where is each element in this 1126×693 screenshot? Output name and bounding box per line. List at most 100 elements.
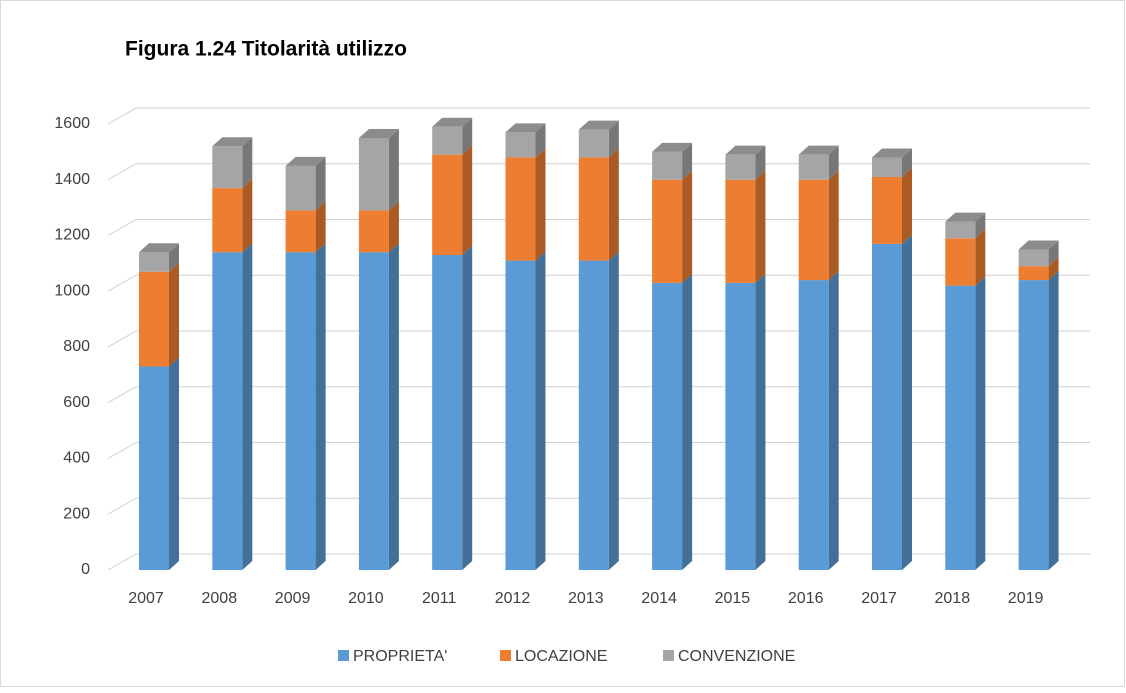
bar (285, 165, 316, 211)
bar (578, 260, 609, 570)
bar (505, 157, 536, 261)
grid-line (107, 386, 1090, 404)
bar-side (388, 128, 399, 211)
bar (212, 252, 243, 570)
grid-line (107, 274, 1090, 292)
bar (432, 154, 463, 256)
bar (505, 132, 536, 158)
bar-side (608, 251, 619, 570)
bar-side (755, 273, 766, 570)
x-tick-label: 2015 (715, 590, 751, 607)
grid-line (107, 553, 1090, 571)
legend-swatch (500, 650, 511, 661)
bar (725, 282, 756, 570)
bar (725, 154, 756, 180)
bar-side (242, 179, 253, 253)
bar-side (902, 234, 912, 571)
bar (578, 157, 609, 261)
bar-top (578, 120, 619, 130)
bar (945, 285, 976, 570)
bar (945, 221, 976, 239)
bar-side (315, 156, 326, 211)
bar (432, 255, 463, 570)
bar-top (358, 128, 399, 138)
bar (285, 252, 316, 570)
bar-side (1048, 240, 1059, 267)
y-tick-label: 600 (63, 394, 90, 411)
bar-top (798, 145, 839, 155)
bar (139, 252, 169, 272)
bar-side (755, 145, 766, 180)
bar-side (242, 243, 253, 570)
chart-title: Figura 1.24 Titolarità utilizzo (125, 38, 407, 61)
legend-label: CONVENZIONE (678, 648, 795, 665)
bar-top (945, 212, 986, 222)
bar (945, 238, 976, 286)
bar-side (975, 276, 986, 570)
y-tick-label: 1000 (54, 282, 90, 299)
x-tick-label: 2016 (788, 590, 824, 607)
bar (798, 280, 829, 570)
bar (872, 176, 902, 244)
bar-side (462, 145, 473, 256)
x-tick-label: 2014 (641, 590, 677, 607)
bar (358, 210, 389, 253)
grid-line (107, 163, 1090, 181)
bar-side (755, 170, 766, 283)
bar (212, 188, 243, 253)
bar-side (608, 120, 619, 158)
bar-top (212, 137, 253, 147)
bar-side (315, 201, 326, 253)
x-tick-label: 2007 (128, 590, 164, 607)
bar-top (139, 243, 179, 253)
bar-side (388, 201, 399, 253)
y-tick-label: 800 (63, 338, 90, 355)
x-tick-label: 2008 (202, 590, 238, 607)
bar-top (725, 145, 766, 155)
y-tick-label: 0 (81, 561, 90, 578)
bar-side (682, 170, 693, 283)
bar (872, 157, 902, 177)
y-tick-label: 1200 (54, 227, 90, 244)
bar-top (1018, 240, 1059, 250)
bar-side (828, 145, 839, 180)
x-tick-label: 2018 (935, 590, 971, 607)
bar (432, 126, 463, 155)
bar (798, 154, 829, 180)
bar-side (462, 246, 473, 570)
legend-label: PROPRIETA' (353, 648, 447, 665)
bar (1018, 280, 1049, 570)
bar (872, 243, 902, 571)
legend-label: LOCAZIONE (515, 648, 607, 665)
bar (578, 129, 609, 158)
grid-line (107, 442, 1090, 459)
bar-top (432, 117, 473, 127)
bar-side (388, 243, 399, 570)
bar (652, 151, 683, 180)
bar (212, 146, 243, 189)
bar (1018, 266, 1049, 281)
bar-side (975, 229, 986, 286)
bar-top (285, 156, 326, 166)
bar (139, 271, 169, 367)
bar (725, 179, 756, 283)
bar (285, 210, 316, 253)
bar-side (315, 243, 326, 570)
y-tick-label: 1600 (54, 115, 90, 132)
bar-side (535, 251, 546, 570)
bar (505, 260, 536, 570)
x-tick-label: 2017 (861, 590, 897, 607)
grid-line (107, 107, 1090, 125)
grid-line (107, 497, 1090, 515)
bar (798, 179, 829, 281)
x-tick-label: 2011 (422, 590, 457, 607)
x-tick-label: 2012 (495, 590, 531, 607)
bar (358, 137, 389, 211)
bar-side (1048, 257, 1059, 281)
bar-side (169, 262, 179, 367)
bar-side (169, 243, 179, 272)
y-tick-label: 400 (63, 450, 90, 467)
bar (652, 179, 683, 283)
grid-line (107, 330, 1090, 348)
